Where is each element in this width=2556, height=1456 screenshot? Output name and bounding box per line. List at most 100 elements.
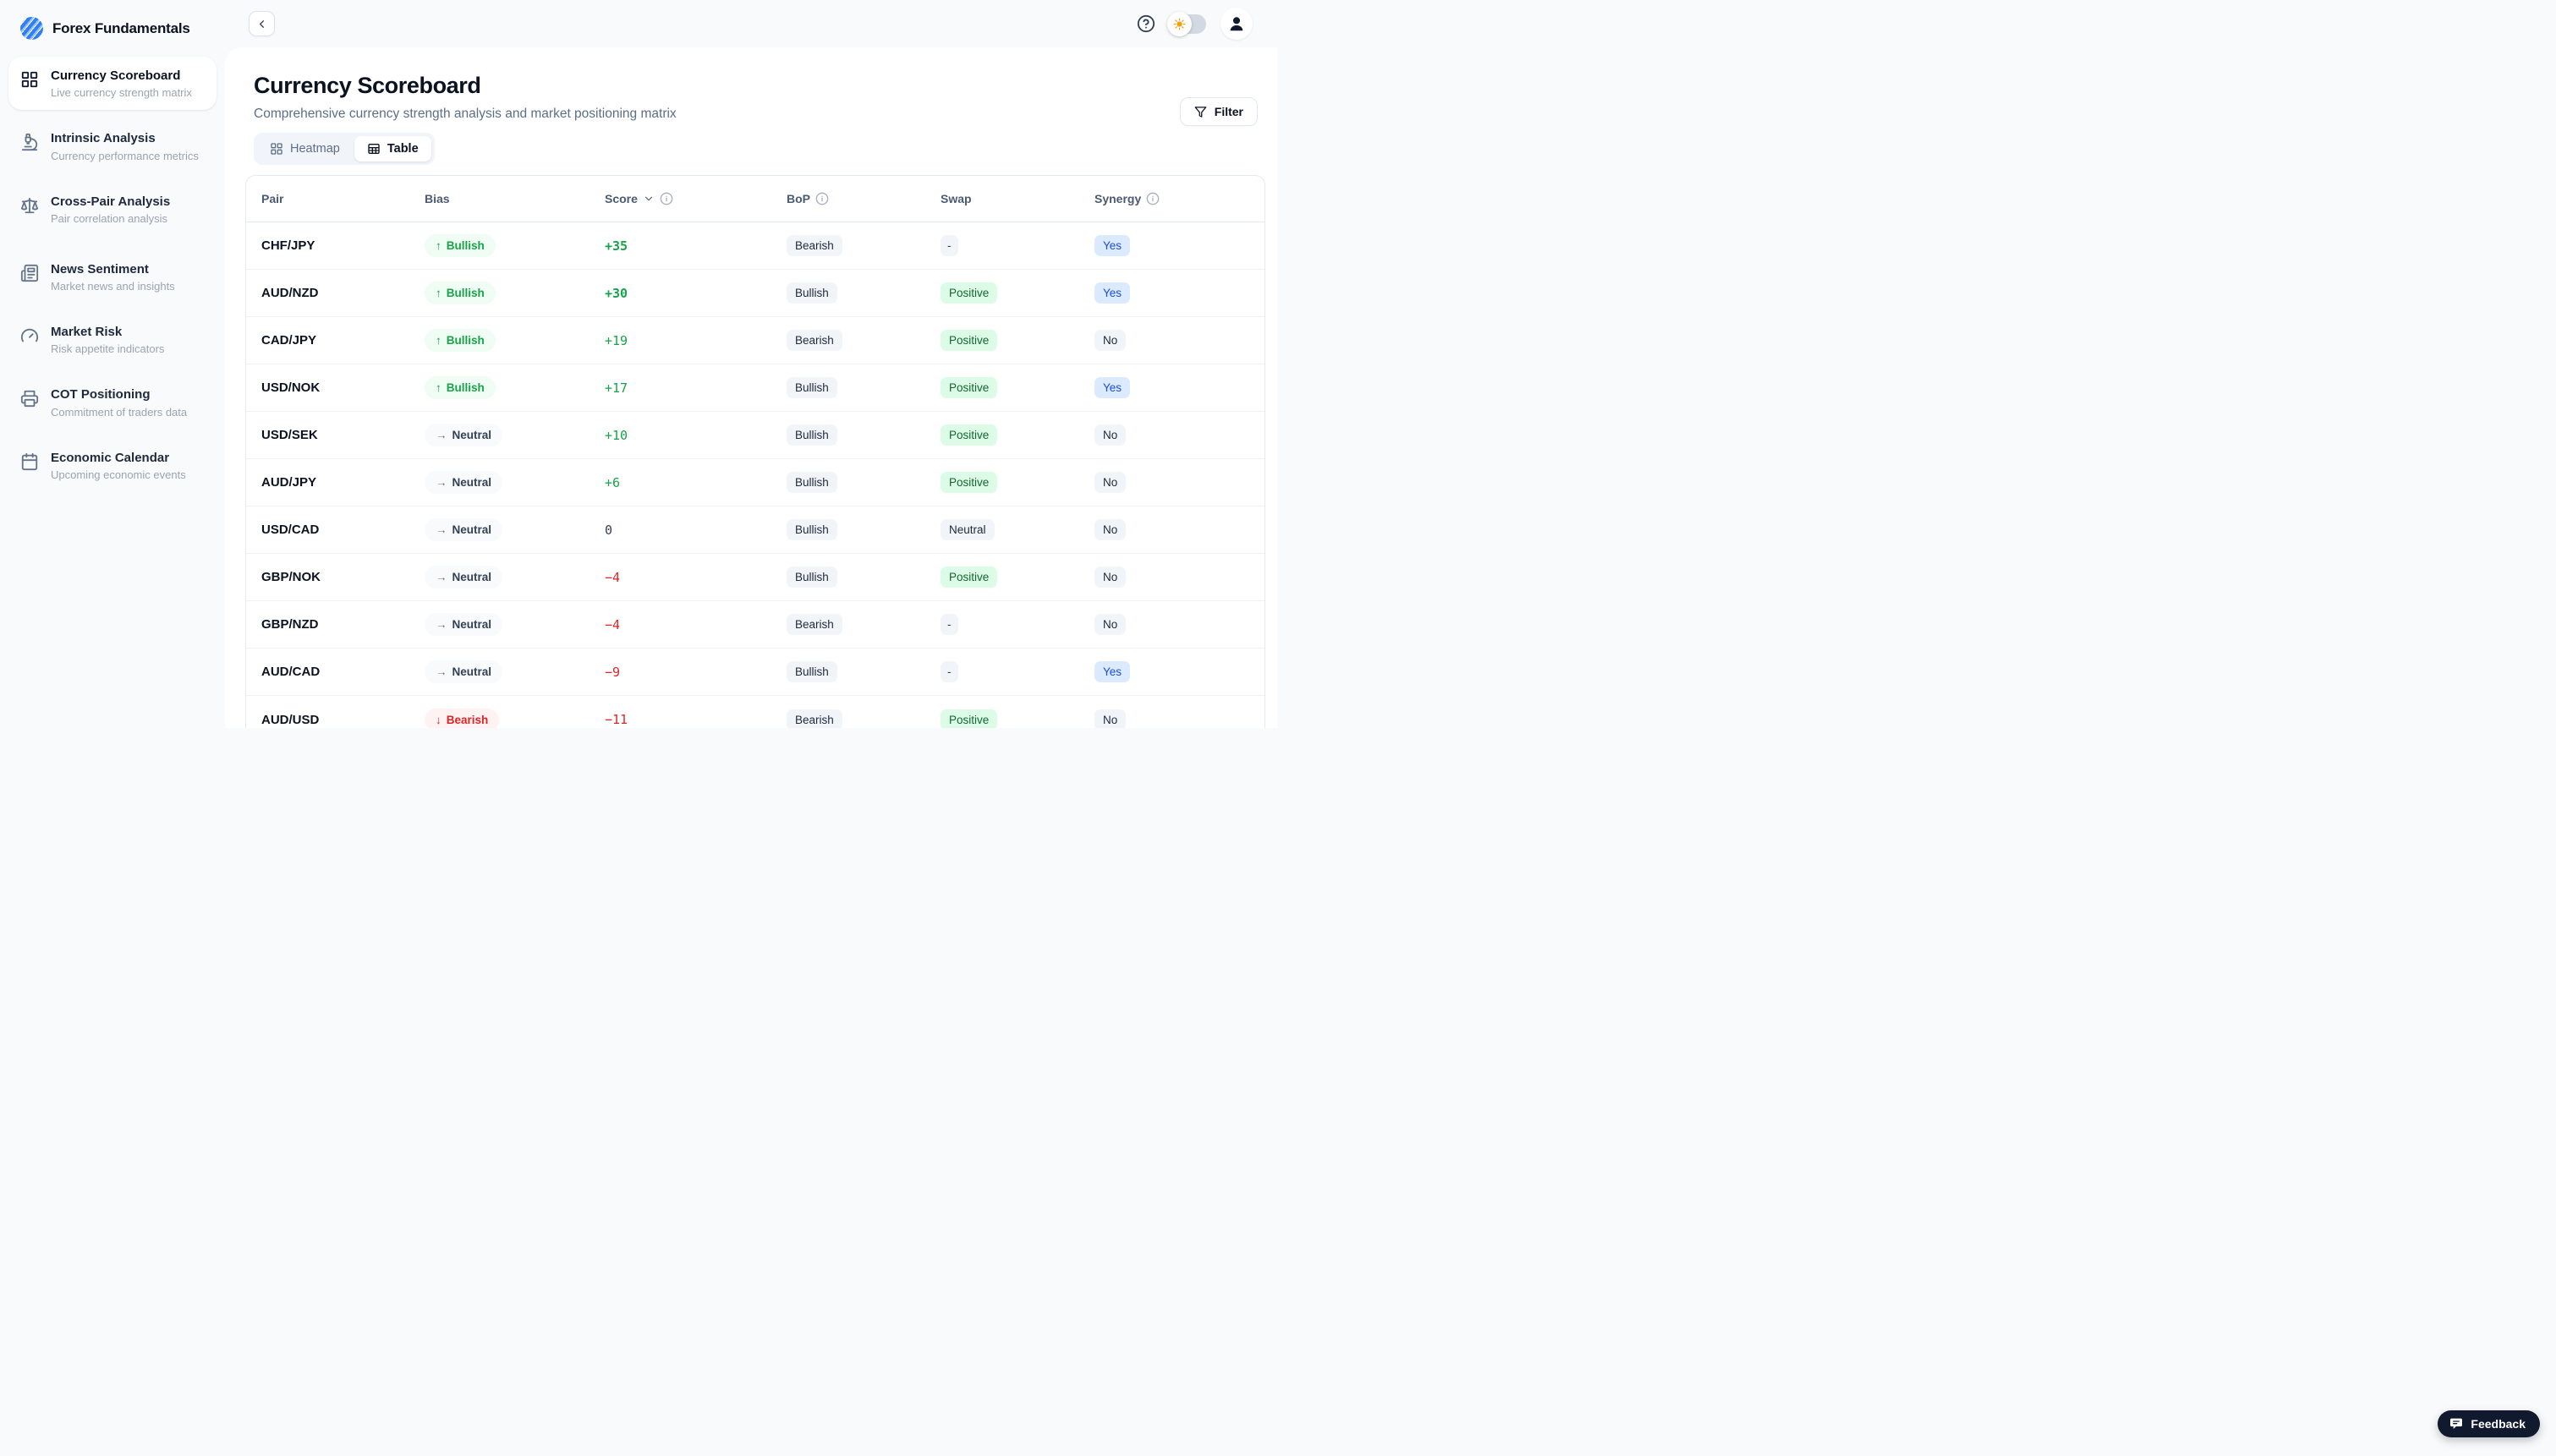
filter-button-label: Filter xyxy=(1214,105,1243,118)
bias-badge: → Neutral xyxy=(425,660,503,683)
feedback-button[interactable]: Feedback xyxy=(2438,1410,2540,1437)
score-cell: +30 xyxy=(605,285,628,301)
main-column: Currency Scoreboard Comprehensive curren… xyxy=(225,0,1278,728)
sidebar-item-title: COT Positioning xyxy=(51,387,151,402)
sidebar-item-news-sentiment[interactable]: News Sentiment Market news and insights xyxy=(8,250,217,304)
table-row[interactable]: CHF/JPY ↑ Bullish +35 Bearish - Yes xyxy=(246,222,1264,270)
content-panel: Currency Scoreboard Comprehensive curren… xyxy=(225,47,1278,728)
question-circle-icon xyxy=(1137,14,1155,33)
swap-badge: Positive xyxy=(941,330,998,351)
sidebar-item-currency-scoreboard[interactable]: Currency Scoreboard Live currency strengt… xyxy=(8,57,217,111)
sidebar-item-desc: Upcoming economic events xyxy=(51,468,186,481)
score-cell: +35 xyxy=(605,238,628,254)
column-header-score[interactable]: Score xyxy=(605,192,787,205)
score-cell: −4 xyxy=(605,616,621,632)
table-row[interactable]: AUD/CAD → Neutral −9 Bullish - Yes xyxy=(246,649,1264,696)
bop-badge: Bullish xyxy=(787,661,837,682)
bop-badge: Bearish xyxy=(787,235,842,256)
sidebar-item-intrinsic-analysis[interactable]: Intrinsic Analysis Currency performance m… xyxy=(8,119,217,172)
score-cell: +10 xyxy=(605,427,628,443)
toggle-table[interactable]: Table xyxy=(354,136,431,161)
table-row[interactable]: CAD/JPY ↑ Bullish +19 Bearish Positive No xyxy=(246,317,1264,364)
sidebar-item-economic-calendar[interactable]: Economic Calendar Upcoming economic event… xyxy=(8,439,217,492)
bias-badge: ↑ Bullish xyxy=(425,376,496,399)
sidebar-item-title: Economic Calendar xyxy=(51,450,170,465)
pair-cell: CHF/JPY xyxy=(261,238,315,253)
column-header-swap: Swap xyxy=(941,192,1094,205)
sun-icon xyxy=(1173,18,1186,30)
synergy-badge: No xyxy=(1094,519,1127,540)
sidebar-item-desc: Risk appetite indicators xyxy=(51,342,165,356)
synergy-badge: Yes xyxy=(1094,282,1131,304)
scale-icon xyxy=(20,196,39,215)
pair-cell: AUD/NZD xyxy=(261,286,319,300)
bias-arrow-icon: ↓ xyxy=(436,713,442,726)
synergy-badge: Yes xyxy=(1094,661,1131,682)
funnel-icon xyxy=(1194,106,1207,118)
bias-arrow-icon: ↑ xyxy=(436,381,442,394)
column-label: Synergy xyxy=(1094,192,1142,205)
score-cell: +6 xyxy=(605,474,621,490)
bop-badge: Bullish xyxy=(787,377,837,398)
column-label: Swap xyxy=(941,192,972,205)
info-icon[interactable] xyxy=(660,192,673,205)
chevron-down-icon[interactable] xyxy=(643,193,655,205)
theme-toggle[interactable] xyxy=(1167,11,1206,36)
table-row[interactable]: USD/SEK → Neutral +10 Bullish Positive No xyxy=(246,412,1264,459)
sidebar-item-desc: Currency performance metrics xyxy=(51,149,199,162)
table-row[interactable]: AUD/JPY → Neutral +6 Bullish Positive No xyxy=(246,459,1264,506)
score-cell: 0 xyxy=(605,522,613,538)
table-row[interactable]: USD/CAD → Neutral 0 Bullish Neutral No xyxy=(246,506,1264,554)
chat-bubble-icon xyxy=(2449,1417,2463,1431)
bias-arrow-icon: ↑ xyxy=(436,334,442,347)
sidebar-nav: Currency Scoreboard Live currency strengt… xyxy=(8,57,217,492)
bias-badge: → Neutral xyxy=(425,518,503,541)
toggle-heatmap[interactable]: Heatmap xyxy=(257,136,353,161)
pair-cell: AUD/CAD xyxy=(261,665,321,679)
newspaper-icon xyxy=(20,264,39,282)
feedback-button-label: Feedback xyxy=(2471,1417,2526,1431)
swap-badge: Positive xyxy=(941,709,998,728)
bop-badge: Bullish xyxy=(787,567,837,588)
sidebar-item-cot-positioning[interactable]: COT Positioning Commitment of traders dat… xyxy=(8,375,217,429)
swap-badge: Positive xyxy=(941,377,998,398)
microscope-icon xyxy=(20,133,39,151)
table-row[interactable]: USD/NOK ↑ Bullish +17 Bullish Positive Yes xyxy=(246,364,1264,412)
bias-badge: ↑ Bullish xyxy=(425,234,496,257)
synergy-badge: Yes xyxy=(1094,377,1131,398)
synergy-badge: Yes xyxy=(1094,235,1131,256)
info-icon[interactable] xyxy=(815,192,829,205)
bias-badge: → Neutral xyxy=(425,471,503,494)
page-header: Currency Scoreboard Comprehensive curren… xyxy=(254,73,1265,165)
sidebar-item-desc: Market news and insights xyxy=(51,280,175,293)
swap-badge: - xyxy=(941,661,958,682)
table-row[interactable]: GBP/NZD → Neutral −4 Bearish - No xyxy=(246,601,1264,649)
collapse-sidebar-button[interactable] xyxy=(249,11,275,36)
bias-arrow-icon: → xyxy=(436,523,447,536)
column-label: Bias xyxy=(425,192,450,205)
column-header-synergy: Synergy xyxy=(1094,192,1264,205)
swap-badge: Positive xyxy=(941,282,998,304)
table-row[interactable]: AUD/USD ↓ Bearish −11 Bearish Positive No xyxy=(246,696,1264,728)
user-avatar[interactable] xyxy=(1220,8,1253,40)
pair-cell: GBP/NZD xyxy=(261,617,319,632)
calendar-icon xyxy=(20,452,39,471)
filter-button[interactable]: Filter xyxy=(1179,97,1258,126)
score-cell: +19 xyxy=(605,332,628,348)
bop-badge: Bearish xyxy=(787,709,842,728)
gauge-icon xyxy=(20,326,39,345)
bias-badge: → Neutral xyxy=(425,424,503,446)
app-brand: Forex Fundamentals xyxy=(8,12,217,57)
pair-cell: AUD/JPY xyxy=(261,475,317,490)
pair-cell: CAD/JPY xyxy=(261,333,317,348)
sidebar-item-title: Market Risk xyxy=(51,325,123,339)
toggle-label: Table xyxy=(387,142,419,156)
info-icon[interactable] xyxy=(1146,192,1160,205)
help-button[interactable] xyxy=(1137,14,1155,33)
heatmap-grid-icon xyxy=(270,142,283,156)
sidebar-item-cross-pair-analysis[interactable]: Cross-Pair Analysis Pair correlation anal… xyxy=(8,183,217,236)
sidebar-item-market-risk[interactable]: Market Risk Risk appetite indicators xyxy=(8,313,217,366)
bop-badge: Bullish xyxy=(787,424,837,446)
table-row[interactable]: GBP/NOK → Neutral −4 Bullish Positive No xyxy=(246,554,1264,601)
table-row[interactable]: AUD/NZD ↑ Bullish +30 Bullish Positive Yes xyxy=(246,270,1264,317)
